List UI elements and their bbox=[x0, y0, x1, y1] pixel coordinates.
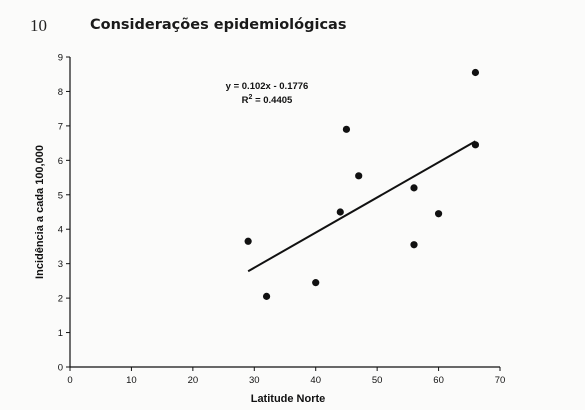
y-tick-label: 2 bbox=[58, 294, 63, 305]
y-tick-label: 7 bbox=[58, 121, 63, 132]
y-tick-label: 5 bbox=[58, 190, 63, 201]
r-squared-value: = 0.4405 bbox=[252, 95, 293, 106]
data-point bbox=[355, 172, 363, 180]
x-tick-label: 10 bbox=[126, 375, 137, 386]
data-points bbox=[244, 68, 480, 300]
x-tick-label: 40 bbox=[310, 375, 321, 386]
x-tick-label: 70 bbox=[495, 375, 506, 386]
y-axis-title: Incidência a cada 100,000 bbox=[34, 145, 46, 279]
x-tick-label: 60 bbox=[433, 375, 444, 386]
r-squared-symbol: R bbox=[242, 95, 249, 106]
regression-annotation: y = 0.102x - 0.1776 R2 = 0.4405 bbox=[226, 81, 309, 106]
y-tick-label: 9 bbox=[58, 53, 63, 64]
y-tick-label: 6 bbox=[58, 156, 63, 167]
data-point bbox=[336, 208, 344, 216]
data-point bbox=[312, 279, 320, 287]
data-point bbox=[434, 210, 443, 218]
x-tick-label: 0 bbox=[67, 375, 72, 386]
chart-axes: 0 10 20 30 40 50 60 70 0 1 2 3 4 5 6 7 8 9 bbox=[58, 53, 506, 387]
section-title: Considerações epidemiológicas bbox=[90, 17, 347, 33]
r-squared-label: R2 = 0.4405 bbox=[242, 94, 293, 106]
data-point bbox=[342, 125, 351, 133]
regression-equation: y = 0.102x - 0.1776 bbox=[226, 81, 309, 92]
r-squared-superscript: 2 bbox=[249, 94, 253, 101]
y-tick-label: 3 bbox=[58, 259, 63, 270]
y-tick-label: 8 bbox=[58, 87, 63, 98]
data-point bbox=[471, 68, 480, 77]
data-point bbox=[244, 237, 252, 245]
x-tick-label: 50 bbox=[372, 375, 383, 386]
x-axis-title: Latitude Norte bbox=[251, 393, 326, 405]
data-point bbox=[410, 241, 418, 249]
y-tick-label: 0 bbox=[58, 363, 63, 374]
y-tick-label: 4 bbox=[58, 225, 63, 236]
page-number: 10 bbox=[30, 16, 47, 35]
x-tick-label: 30 bbox=[249, 375, 260, 386]
x-tick-label: 20 bbox=[188, 375, 199, 386]
y-tick-label: 1 bbox=[58, 328, 63, 339]
trendline bbox=[247, 140, 476, 273]
data-point bbox=[410, 184, 418, 192]
data-point bbox=[471, 141, 480, 149]
trendline-group bbox=[247, 140, 476, 273]
data-point bbox=[262, 292, 271, 300]
